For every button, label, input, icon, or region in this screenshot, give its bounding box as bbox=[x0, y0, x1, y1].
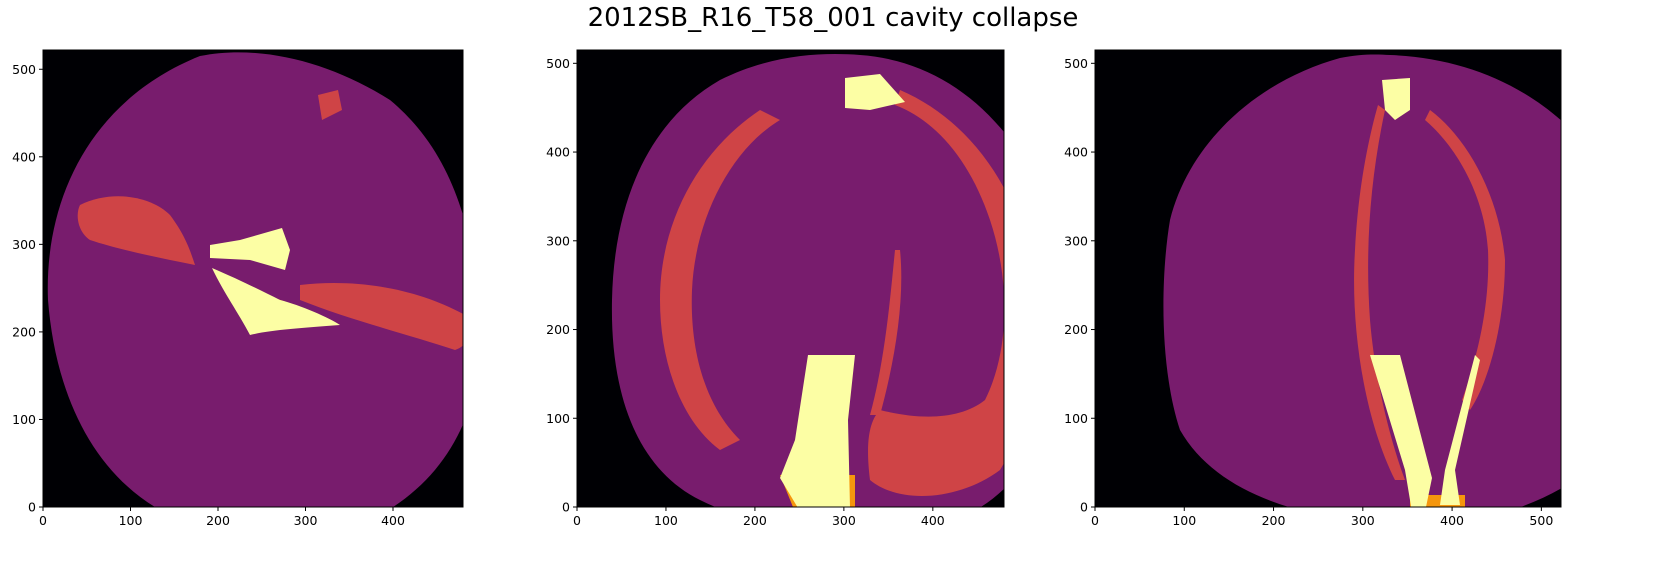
y-tick-label: 500 bbox=[1064, 56, 1088, 71]
x-tick-label: 400 bbox=[1440, 513, 1464, 528]
x-tick-label: 200 bbox=[1262, 513, 1286, 528]
y-tick-label: 300 bbox=[1064, 233, 1088, 248]
y-tick-label: 400 bbox=[1064, 145, 1088, 160]
y-tick-label: 200 bbox=[1064, 322, 1088, 337]
x-axis-3: 0 100 200 300 400 500 bbox=[1091, 507, 1553, 528]
dense-streak-far-right bbox=[1595, 290, 1615, 410]
y-tick-label: 100 bbox=[1064, 411, 1088, 426]
y-tick-label: 0 bbox=[1080, 500, 1088, 515]
heatmap-image-3 bbox=[1095, 50, 1646, 525]
y-axis-3: 0 100 200 300 400 500 bbox=[1064, 56, 1095, 515]
x-tick-label: 500 bbox=[1529, 513, 1553, 528]
x-tick-label: 100 bbox=[1172, 513, 1196, 528]
x-tick-label: 0 bbox=[1091, 513, 1099, 528]
x-tick-label: 300 bbox=[1351, 513, 1375, 528]
